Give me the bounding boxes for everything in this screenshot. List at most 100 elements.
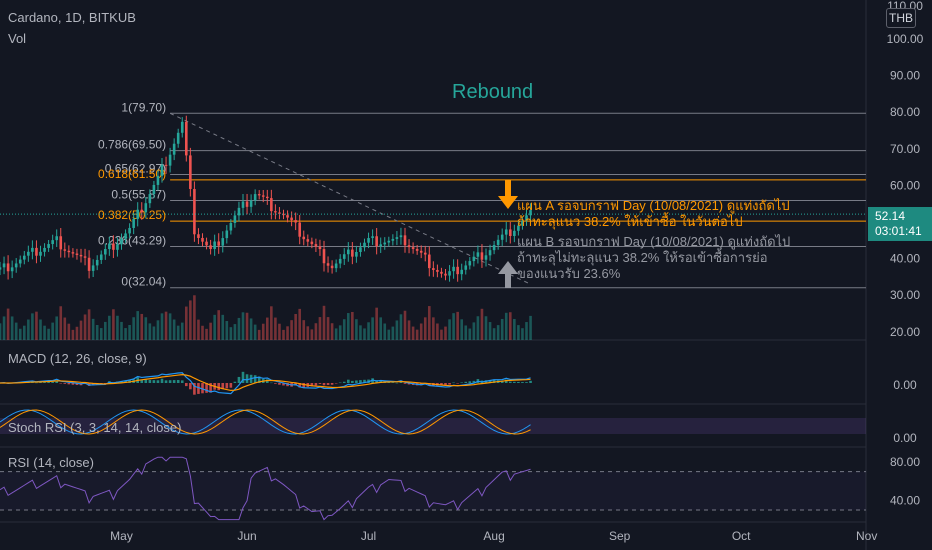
- candle-body: [367, 238, 370, 243]
- volume-bar: [334, 328, 338, 340]
- volume-bar: [27, 319, 30, 340]
- candle-body: [164, 164, 168, 166]
- candle-body: [330, 265, 334, 269]
- volume-bar: [39, 319, 42, 340]
- macd-histogram-bar: [148, 379, 152, 383]
- candle-body: [290, 217, 293, 221]
- candle-body: [10, 267, 14, 272]
- volume-bar: [314, 323, 318, 340]
- macd-histogram-bar: [334, 383, 338, 384]
- candle-body: [274, 211, 277, 213]
- volume-bar: [322, 305, 326, 340]
- volume-bar: [112, 309, 115, 340]
- candle-body: [371, 236, 374, 239]
- macd-histogram-bar: [529, 380, 532, 383]
- candle-body: [306, 239, 310, 242]
- macd-histogram-bar: [63, 383, 67, 384]
- candle-body: [120, 238, 123, 245]
- candle-body: [314, 244, 318, 247]
- volume-bar: [367, 322, 370, 340]
- symbol-legend[interactable]: Cardano, 1D, BITKUB: [8, 10, 136, 25]
- macd-histogram-bar: [75, 383, 79, 386]
- candle-body: [201, 237, 204, 242]
- macd-histogram-bar: [513, 381, 516, 383]
- volume-bar: [71, 329, 75, 340]
- volume-bar: [387, 329, 391, 340]
- volume-bar: [241, 312, 245, 340]
- candle-body: [286, 215, 289, 218]
- macd-histogram-bar: [59, 383, 63, 384]
- currency-badge[interactable]: THB: [886, 8, 916, 28]
- candle-body: [488, 250, 492, 256]
- macd-histogram-bar: [225, 383, 229, 389]
- candle-body: [298, 222, 301, 237]
- volume-bar: [47, 328, 50, 340]
- macd-histogram-bar: [517, 381, 520, 383]
- candle-body: [108, 243, 111, 250]
- candle-body: [197, 234, 200, 238]
- fib-level-label: 0(32.04): [121, 275, 166, 289]
- plan-a-line2: ถ้าทะลุแนว 38.2% ให้เข้าซื้อ ในวันต่อไป: [517, 214, 743, 229]
- rsi-legend[interactable]: RSI (14, close): [8, 455, 94, 470]
- volume-bar: [128, 324, 131, 340]
- rsi-tick: 80.00: [890, 455, 920, 469]
- time-label: Jun: [237, 529, 256, 543]
- macd-histogram-bar: [229, 383, 233, 388]
- volume-bar: [87, 309, 91, 340]
- macd-line: [0, 372, 531, 395]
- volume-bar: [152, 326, 156, 340]
- candle-body: [249, 200, 253, 207]
- volume-bar: [521, 328, 524, 340]
- volume-bar: [116, 315, 119, 340]
- candle-body: [79, 254, 83, 257]
- candle-body: [241, 201, 245, 208]
- volume-bar: [310, 329, 314, 340]
- volume-bar: [415, 329, 419, 340]
- volume-bar: [124, 328, 127, 340]
- candle-body: [525, 215, 528, 221]
- macd-histogram-bar: [330, 383, 334, 385]
- macd-histogram-bar: [314, 383, 318, 386]
- candle-body: [476, 252, 480, 257]
- volume-bar: [31, 313, 34, 340]
- macd-histogram-bar: [241, 371, 245, 383]
- macd-histogram-bar: [298, 383, 301, 388]
- candle-body: [27, 251, 30, 256]
- volume-bar: [14, 322, 18, 340]
- candle-body: [176, 132, 180, 144]
- candle-body: [47, 244, 50, 248]
- volume-bar: [91, 318, 95, 340]
- macd-histogram-bar: [355, 380, 358, 383]
- candle-body: [456, 266, 459, 275]
- candle-body: [395, 237, 399, 239]
- candle-body: [302, 236, 306, 240]
- candle-body: [334, 263, 338, 269]
- volume-bar: [67, 323, 71, 340]
- volume-bar: [318, 317, 322, 340]
- candle-body: [144, 203, 148, 213]
- candle-body: [55, 236, 58, 241]
- candle-body: [59, 236, 63, 250]
- volume-bar: [330, 323, 334, 340]
- fib-level-label: 0.5(55.87): [111, 188, 166, 202]
- candle-body: [500, 234, 504, 240]
- macd-histogram-bar: [375, 380, 378, 383]
- volume-bar: [363, 328, 366, 340]
- macd-histogram-bar: [176, 379, 180, 383]
- candle-body: [278, 212, 281, 214]
- volume-bar: [379, 317, 382, 340]
- macd-legend[interactable]: MACD (12, 26, close, 9): [8, 351, 147, 366]
- macd-histogram-bar: [197, 383, 200, 394]
- candle-body: [504, 229, 508, 235]
- macd-histogram-bar: [440, 383, 443, 386]
- volume-legend[interactable]: Vol: [8, 31, 27, 46]
- macd-histogram-bar: [488, 379, 492, 383]
- volume-bar: [403, 310, 407, 340]
- candle-body: [266, 196, 269, 199]
- stoch-rsi-legend[interactable]: Stoch RSI (3, 3, 14, 14, close): [8, 420, 182, 435]
- volume-bar: [525, 322, 528, 340]
- candle-body: [245, 201, 249, 207]
- fib-trendline: [169, 112, 531, 285]
- plan-b-line3: ของแนวรับ 23.6%: [517, 266, 621, 281]
